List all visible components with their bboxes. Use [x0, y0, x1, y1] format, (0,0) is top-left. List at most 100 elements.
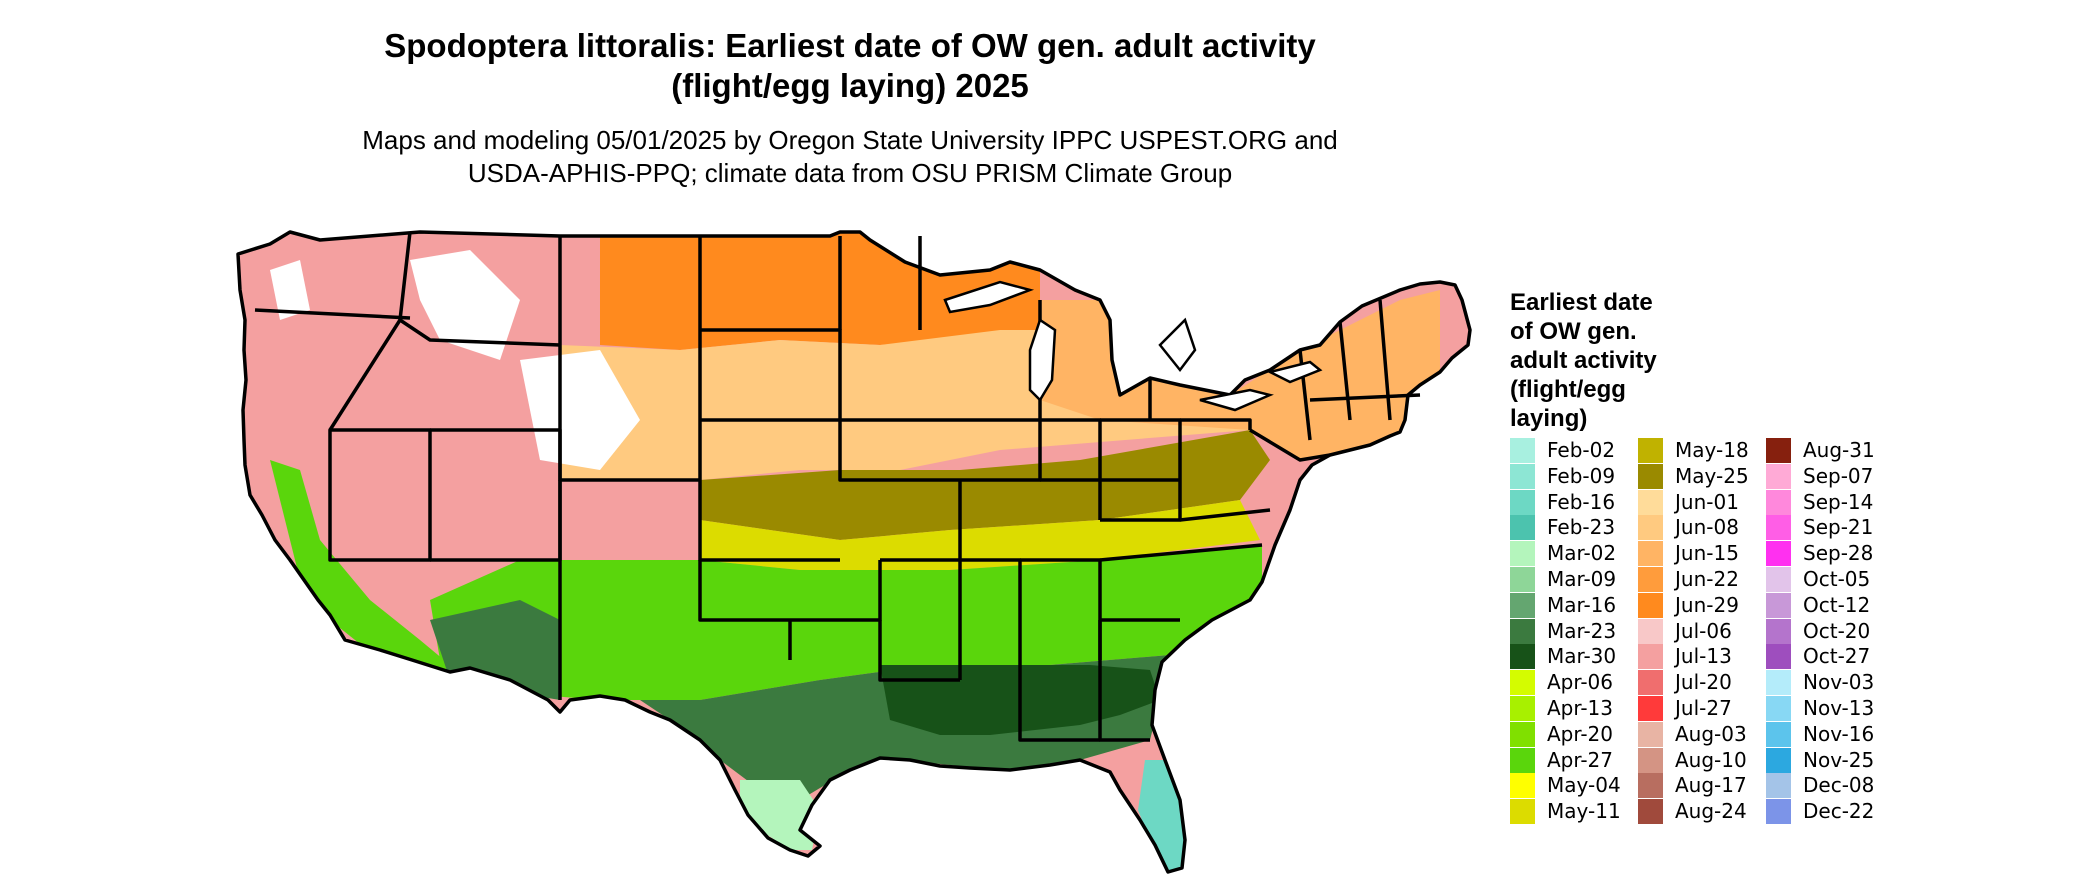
legend-item: Nov-16 [1766, 721, 1894, 748]
legend-swatch [1766, 721, 1791, 747]
legend-label: May-25 [1675, 463, 1749, 488]
legend-label: Nov-13 [1803, 696, 1875, 720]
legend-swatch [1766, 696, 1791, 721]
legend-label: Feb-23 [1547, 515, 1616, 540]
legend-label: May-11 [1547, 799, 1621, 824]
legend-swatch [1766, 463, 1791, 489]
legend-label: Feb-16 [1547, 489, 1616, 514]
legend-swatch [1638, 567, 1663, 592]
legend-label: Feb-09 [1547, 463, 1616, 488]
legend-swatch [1638, 515, 1663, 541]
legend-label: Mar-02 [1547, 541, 1617, 566]
legend-label: May-04 [1547, 773, 1621, 798]
legend-swatch [1638, 489, 1663, 515]
legend-label: Jul-13 [1675, 644, 1732, 669]
legend-title-line: Earliest date [1510, 289, 1653, 316]
legend-label: Jun-15 [1675, 541, 1739, 566]
legend-swatch [1510, 438, 1535, 463]
legend-label: Dec-08 [1803, 773, 1875, 798]
legend-item: Mar-02 [1510, 541, 1638, 567]
legend-swatch [1510, 515, 1535, 541]
legend-title-line: laying) [1510, 405, 1588, 432]
legend-swatch [1510, 567, 1535, 592]
legend-label: Sep-21 [1803, 515, 1874, 540]
legend-label: Oct-27 [1803, 644, 1871, 669]
legend-label: May-18 [1675, 438, 1749, 462]
legend-label: Mar-23 [1547, 618, 1617, 643]
lakes [943, 280, 1323, 412]
chart-title-line-1: Spodoptera littoralis: Earliest date of … [384, 27, 1316, 64]
legend-item: Aug-17 [1638, 773, 1766, 799]
legend-item: Oct-20 [1766, 618, 1894, 645]
legend-swatch [1766, 799, 1791, 825]
legend-swatch [1510, 644, 1535, 670]
legend-swatch [1638, 644, 1663, 670]
legend-item: Feb-02 [1510, 438, 1638, 464]
legend-label: Oct-12 [1803, 592, 1871, 617]
legend-title-line: (flight/egg [1510, 376, 1626, 403]
legend-label: Nov-16 [1803, 721, 1875, 746]
legend-swatch [1766, 670, 1791, 696]
legend-item: Sep-14 [1766, 489, 1894, 516]
legend-swatch [1510, 592, 1535, 618]
legend-label: Oct-20 [1803, 618, 1871, 643]
legend-swatch [1510, 696, 1535, 721]
legend-item: May-25 [1638, 463, 1766, 490]
legend-label: Sep-07 [1803, 463, 1874, 488]
legend-swatch [1766, 489, 1791, 515]
legend-label: Sep-28 [1803, 541, 1874, 566]
legend-item: Jun-08 [1638, 515, 1766, 541]
legend-item: Feb-09 [1510, 463, 1638, 490]
legend-swatch [1638, 721, 1663, 747]
legend-item: Mar-09 [1510, 567, 1638, 593]
legend-label: Apr-13 [1547, 696, 1613, 720]
legend-item: Oct-12 [1766, 592, 1894, 619]
legend-item: Jul-06 [1638, 618, 1766, 645]
legend-item: Jun-01 [1638, 489, 1766, 516]
legend-item: Feb-16 [1510, 489, 1638, 516]
legend-swatch [1638, 618, 1663, 644]
legend-item: May-04 [1510, 773, 1638, 799]
legend-item: Oct-05 [1766, 567, 1894, 593]
legend-item: Apr-13 [1510, 696, 1638, 722]
legend-swatch [1638, 773, 1663, 799]
legend-item: Aug-31 [1766, 438, 1894, 464]
legend-item: Feb-23 [1510, 515, 1638, 541]
legend-item: Sep-28 [1766, 541, 1894, 567]
legend-swatch [1510, 541, 1535, 567]
legend-item: Mar-30 [1510, 644, 1638, 670]
legend-label: Sep-14 [1803, 489, 1874, 514]
legend-swatch [1766, 773, 1791, 799]
legend-swatch [1510, 463, 1535, 489]
legend-item: Nov-13 [1766, 696, 1894, 722]
legend-swatch [1766, 438, 1791, 463]
legend-item: Dec-22 [1766, 799, 1894, 825]
legend-swatch [1766, 515, 1791, 541]
legend-item: May-11 [1510, 799, 1638, 825]
legend-swatch [1638, 541, 1663, 567]
legend-item: Apr-20 [1510, 721, 1638, 748]
legend-item: Oct-27 [1766, 644, 1894, 670]
legend-item: Apr-06 [1510, 670, 1638, 696]
legend-item: Dec-08 [1766, 773, 1894, 799]
legend-label: Aug-10 [1675, 747, 1747, 772]
legend-swatch [1510, 799, 1535, 825]
legend-swatch [1766, 747, 1791, 773]
legend-swatch [1510, 773, 1535, 799]
legend-label: Jun-22 [1675, 567, 1739, 591]
legend-label: Feb-02 [1547, 438, 1616, 462]
legend-swatch [1510, 670, 1535, 696]
legend-item: Jul-13 [1638, 644, 1766, 670]
legend-item: Aug-03 [1638, 721, 1766, 748]
legend-title-line: of OW gen. [1510, 318, 1637, 345]
legend-label: Mar-30 [1547, 644, 1617, 669]
legend-label: Aug-03 [1675, 721, 1747, 746]
legend: Feb-02 Feb-09 Feb-16 Feb-23 Mar-02 Mar-09 Mar-… [1510, 438, 1930, 834]
legend-label: Jul-27 [1675, 696, 1732, 720]
legend-label: Oct-05 [1803, 567, 1871, 591]
legend-item: Nov-25 [1766, 747, 1894, 774]
legend-item: Jun-29 [1638, 592, 1766, 619]
legend-label: Dec-22 [1803, 799, 1875, 824]
legend-item: Jun-22 [1638, 567, 1766, 593]
